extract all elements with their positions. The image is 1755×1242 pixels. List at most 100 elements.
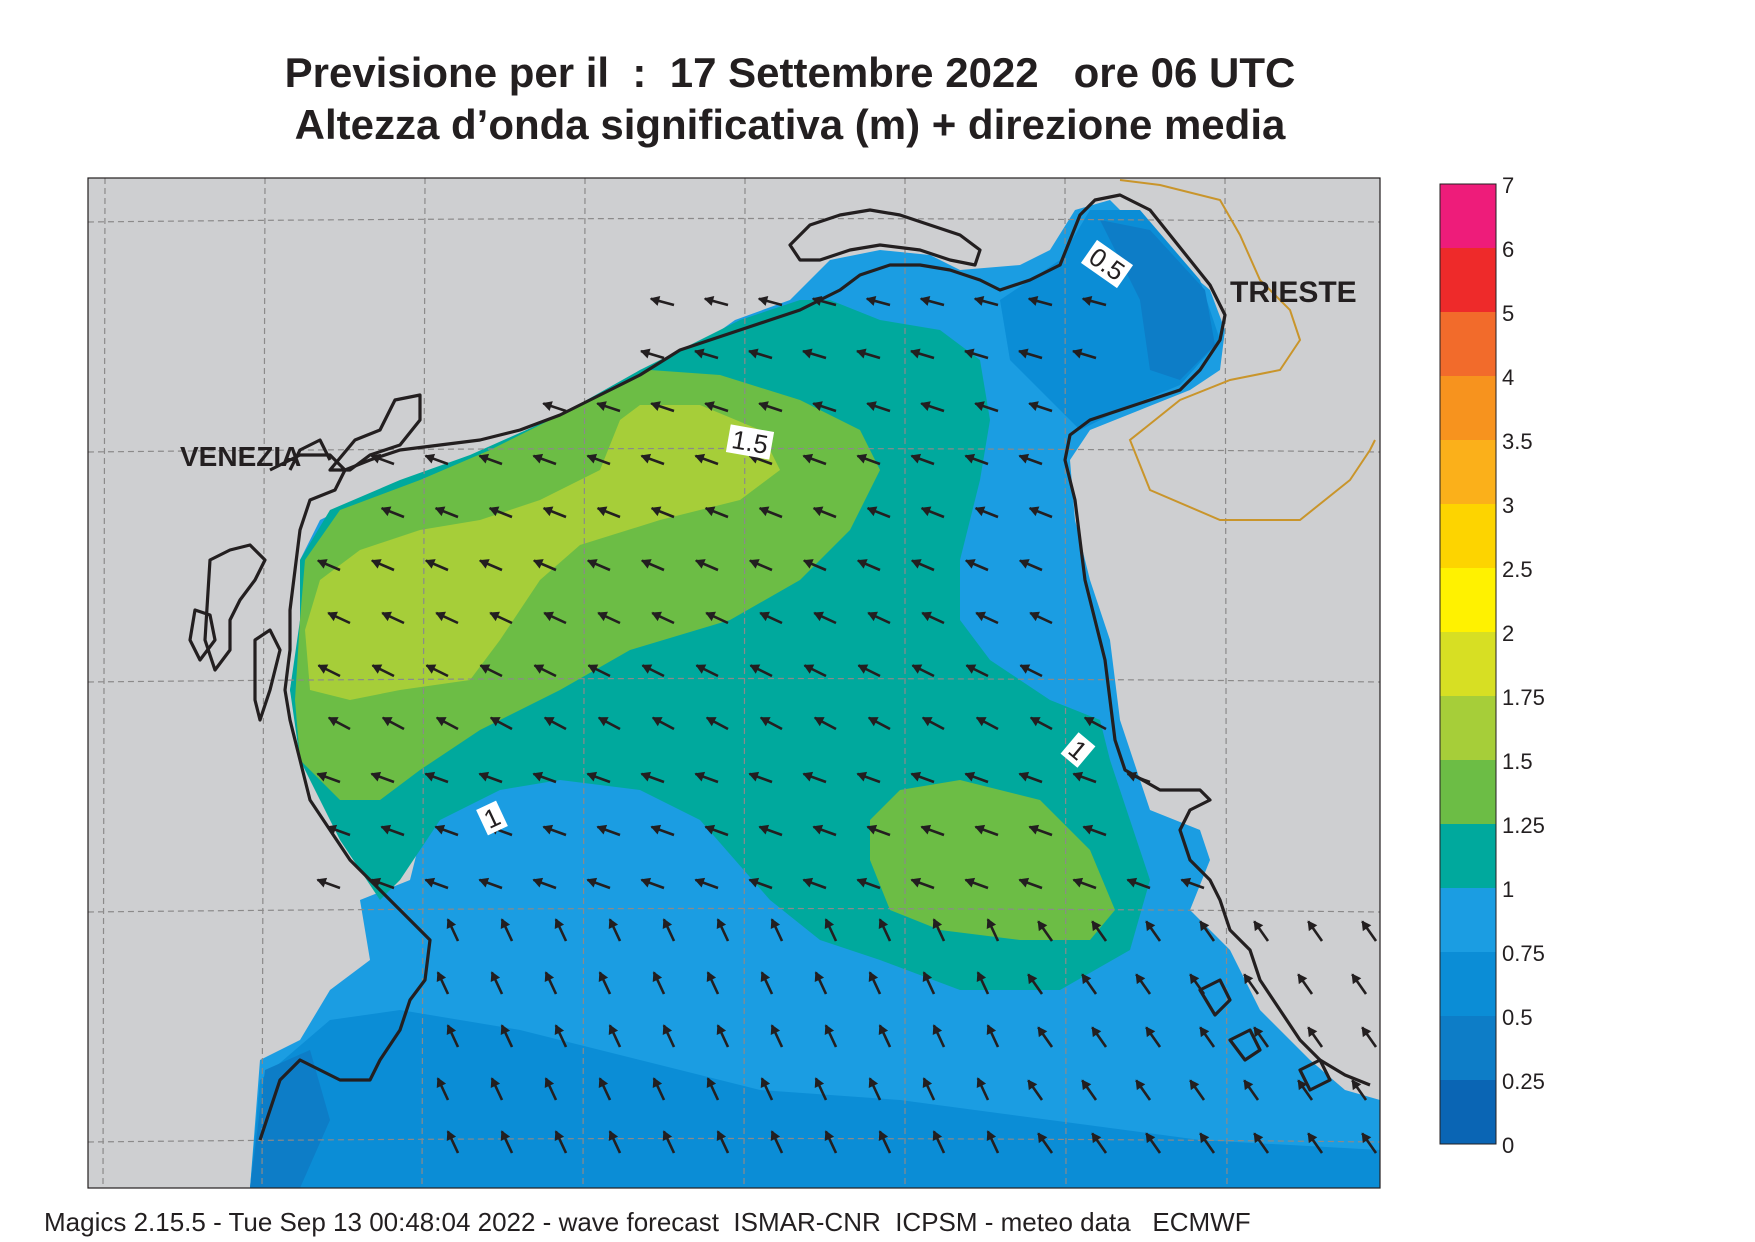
wave-arrow-head: [1145, 1132, 1156, 1144]
wave-arrow-head: [1081, 295, 1093, 306]
wave-arrow-head: [1406, 974, 1414, 983]
wave-arrow-head: [326, 824, 338, 835]
colorbar-swatch: [1440, 312, 1496, 377]
band-1-5: [305, 405, 780, 700]
wave-arrow-head: [1037, 920, 1048, 932]
band-0-25: [1100, 220, 1215, 380]
wave-arrow-head: [316, 771, 328, 782]
wave-arrow-head: [865, 295, 877, 306]
wave-arrow-head: [1145, 920, 1156, 932]
wave-arrow-head: [597, 611, 608, 622]
wave-arrow-head: [1072, 877, 1084, 888]
wave-arrow-head: [1189, 973, 1200, 985]
wave-arrow-head: [1243, 973, 1254, 985]
wave-arrow-head: [650, 506, 662, 517]
wave-arrow-head: [500, 1130, 511, 1142]
map-title-line2: Altezza d’onda significativa (m) + direz…: [294, 101, 1286, 148]
wave-arrow-head: [759, 717, 771, 727]
wave-arrow-head: [641, 664, 653, 674]
wave-arrow-head: [586, 453, 598, 464]
wave-arrow-head: [1416, 921, 1424, 930]
svg-text:1.5: 1.5: [730, 424, 771, 460]
wave-arrow-head: [587, 664, 599, 674]
wave-arrow-head: [598, 1077, 609, 1089]
wave-arrow-head: [1028, 506, 1040, 517]
wave-arrow-head: [1029, 717, 1041, 727]
wave-arrow-head: [436, 1077, 447, 1089]
wave-arrow-head: [812, 506, 824, 517]
wave-arrow-head: [705, 611, 716, 622]
wave-arrow-head: [1072, 771, 1084, 782]
footer-credits: Magics 2.15.5 - Tue Sep 13 00:48:04 2022…: [44, 1207, 1251, 1237]
wave-arrow-head: [770, 1024, 781, 1036]
wave-arrow-head: [532, 771, 544, 782]
wave-arrow-shaft: [1416, 921, 1430, 941]
wave-arrow-head: [424, 877, 436, 888]
colorbar-tick-label: 0.75: [1502, 941, 1545, 966]
wave-arrow-head: [640, 877, 652, 888]
wave-arrow-head: [640, 453, 652, 464]
wave-arrow-head: [867, 611, 878, 622]
wave-arrow-head: [910, 771, 922, 782]
wave-arrow-head: [1037, 1026, 1048, 1038]
wave-arrow-head: [856, 877, 868, 888]
wave-arrow-head: [1018, 877, 1030, 888]
wave-arrow-head: [1072, 348, 1083, 359]
colorbar-swatch: [1440, 568, 1496, 633]
wave-arrow-head: [856, 453, 868, 464]
wave-arrow-head: [1253, 920, 1264, 932]
wave-arrow-head: [975, 611, 986, 622]
wave-arrow-head: [770, 1130, 781, 1142]
colorbar-tick-label: 3.5: [1502, 429, 1533, 454]
colorbar-tick-label: 2: [1502, 621, 1515, 646]
wave-arrow-head: [543, 717, 555, 727]
wave-arrow-head: [1199, 920, 1210, 932]
colorbar-swatch: [1440, 760, 1496, 825]
colorbar-tick-label: 0.5: [1502, 1005, 1533, 1030]
wave-arrow-head: [770, 918, 781, 930]
wave-arrow-head: [1091, 920, 1102, 932]
colorbar-tick-label: 2.5: [1502, 557, 1533, 582]
wave-arrow-head: [1081, 973, 1092, 985]
wave-arrow-head: [910, 348, 921, 359]
wave-arrow-head: [1018, 559, 1030, 569]
wave-arrow-head: [866, 506, 878, 517]
wave-arrow-head: [1416, 1133, 1424, 1142]
wave-arrow-head: [435, 611, 446, 622]
national-border: [1119, 179, 1376, 521]
colorbar-swatch: [1440, 248, 1496, 313]
wave-arrow-head: [813, 611, 824, 622]
wave-arrow-head: [424, 453, 436, 464]
wave-arrow-head: [640, 348, 651, 359]
wave-arrow-head: [814, 1077, 825, 1089]
colorbar-swatch: [1440, 1016, 1496, 1081]
wave-arrow-head: [446, 1130, 457, 1142]
wave-arrow-head: [824, 1130, 835, 1142]
wave-arrow-head: [802, 453, 814, 464]
wave-arrow-head: [812, 401, 823, 411]
wave-arrow-head: [716, 1130, 727, 1142]
wave-arrow-head: [327, 717, 339, 727]
wave-arrow-head: [868, 1077, 879, 1089]
wave-arrow-head: [910, 559, 922, 569]
wave-arrow-head: [716, 1024, 727, 1036]
wave-arrow-head: [380, 824, 392, 835]
wave-arrow-head: [1361, 1026, 1372, 1038]
wave-arrow-head: [910, 877, 922, 888]
wave-arrow-head: [1027, 973, 1038, 985]
wave-arrow-head: [554, 1024, 565, 1036]
wave-arrow-head: [760, 1077, 771, 1089]
wave-arrow-head: [1018, 348, 1029, 359]
wave-arrow-head: [380, 506, 392, 517]
wave-arrow-head: [1307, 920, 1318, 932]
wave-arrow-head: [1351, 973, 1362, 985]
wave-arrow-head: [704, 401, 715, 411]
wave-arrow-head: [974, 824, 986, 835]
map-frame: [87, 177, 1381, 1189]
wave-arrow-head: [544, 971, 555, 983]
wave-arrow-head: [803, 664, 815, 674]
wave-arrow-head: [716, 918, 727, 930]
wave-arrow-head: [705, 717, 717, 727]
wave-arrow-head: [543, 611, 554, 622]
wave-arrow-head: [1199, 1026, 1210, 1038]
